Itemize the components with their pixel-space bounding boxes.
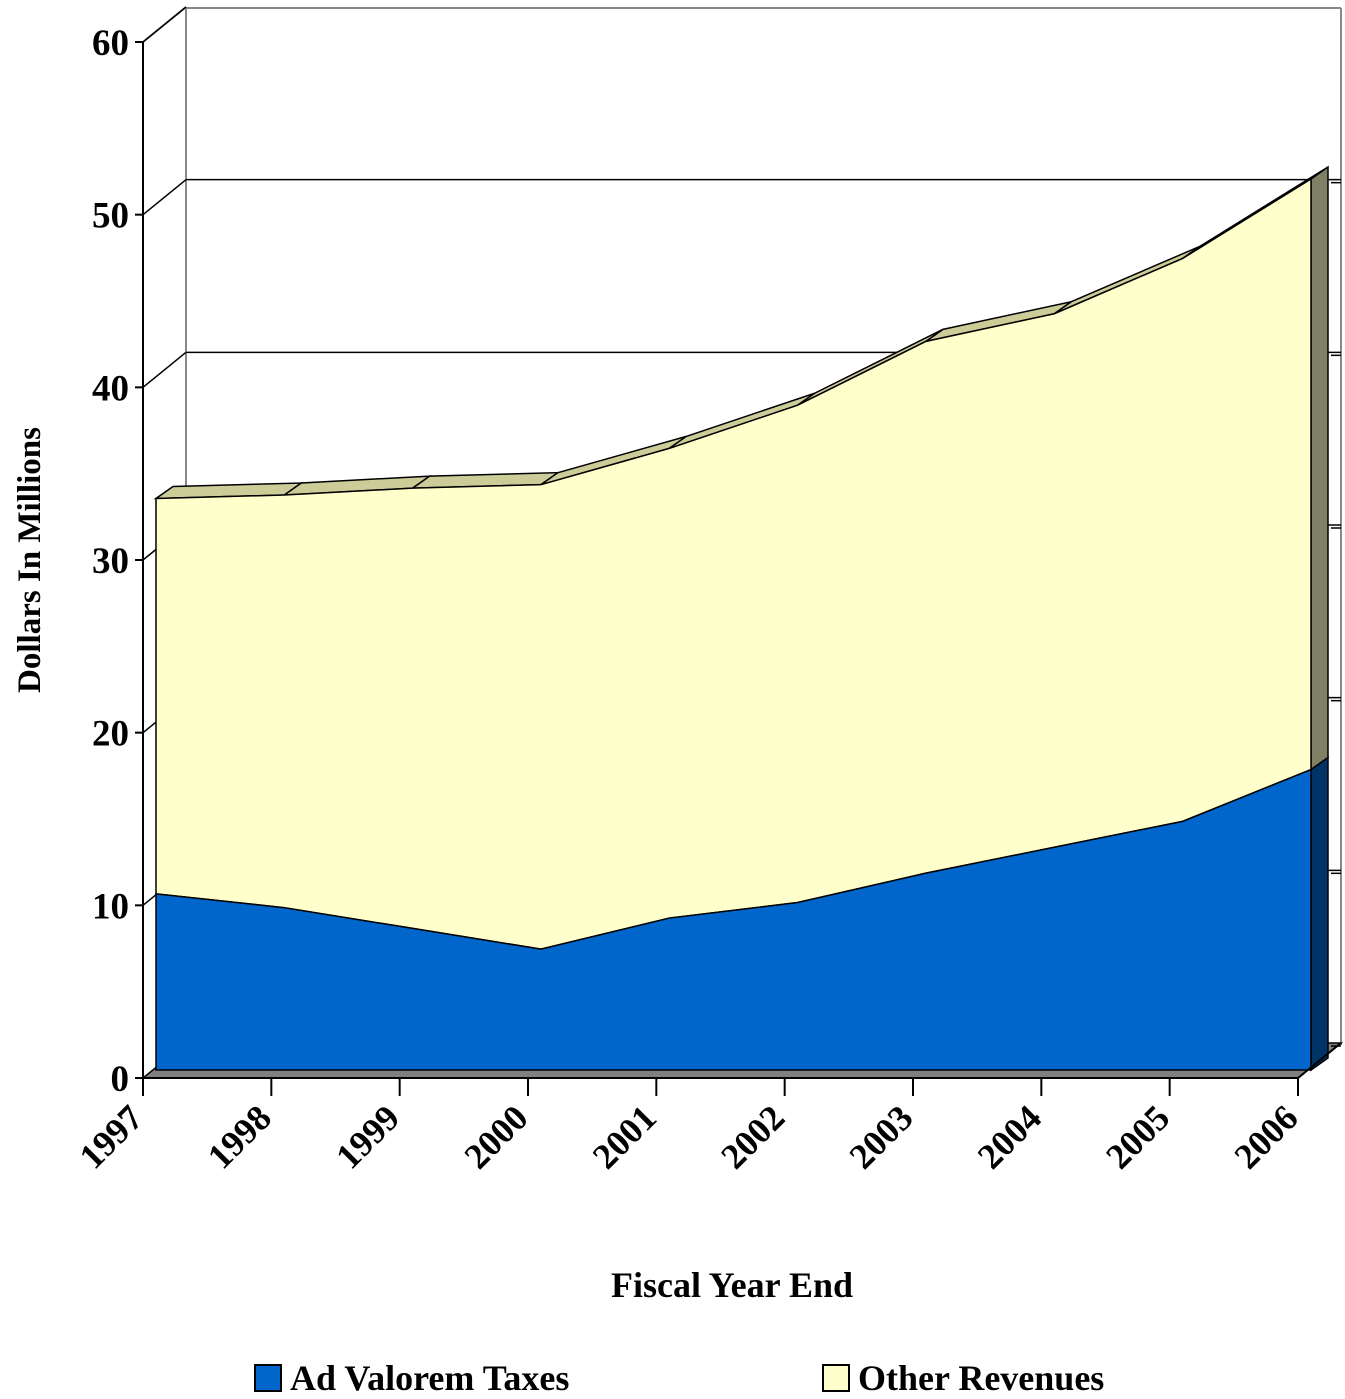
legend-swatch-other-revenues: [822, 1364, 850, 1392]
ad-valorem-side-face: [1310, 756, 1329, 1072]
legend-swatch-ad-valorem: [254, 1364, 282, 1392]
y-tick-label: 40: [92, 368, 129, 409]
ad-valorem-taxes-area: [155, 768, 1312, 1071]
legend-item-ad-valorem: Ad Valorem Taxes: [254, 1358, 569, 1398]
x-tick-label: 2004: [970, 1097, 1049, 1176]
gridline-diagonal: [142, 179, 187, 216]
y-tick-label: 10: [92, 886, 129, 927]
other-revenues-side-face: [1310, 165, 1329, 772]
x-tick-label: 2001: [585, 1097, 664, 1176]
chart-areas: [153, 165, 1329, 1072]
x-tick-label: 2003: [841, 1097, 920, 1176]
y-tick-label: 50: [92, 196, 129, 237]
legend-item-other-revenues: Other Revenues: [822, 1358, 1104, 1398]
x-axis-title: Fiscal Year End: [611, 1265, 853, 1305]
y-tick-label: 20: [92, 714, 129, 755]
y-tick-label: 0: [111, 1059, 130, 1100]
x-axis-depth-line: [1297, 1042, 1342, 1079]
x-tick-label: 2006: [1226, 1097, 1305, 1176]
x-tick-label: 2000: [456, 1097, 535, 1176]
gridline-diagonal: [142, 6, 187, 43]
y-tick-label: 60: [92, 23, 129, 64]
x-tick-label: 2002: [713, 1097, 792, 1176]
x-tick-label: 1998: [200, 1097, 279, 1176]
legend-label-other-revenues: Other Revenues: [858, 1358, 1105, 1398]
y-axis-title: Dollars In Millions: [12, 427, 48, 693]
x-tick-label: 1999: [328, 1097, 407, 1176]
y-tick-label: 30: [92, 541, 129, 582]
x-tick-label: 2005: [1098, 1097, 1177, 1176]
gridline-diagonal: [142, 351, 187, 388]
legend-label-ad-valorem: Ad Valorem Taxes: [290, 1358, 570, 1398]
x-tick-label: 1997: [71, 1097, 150, 1176]
